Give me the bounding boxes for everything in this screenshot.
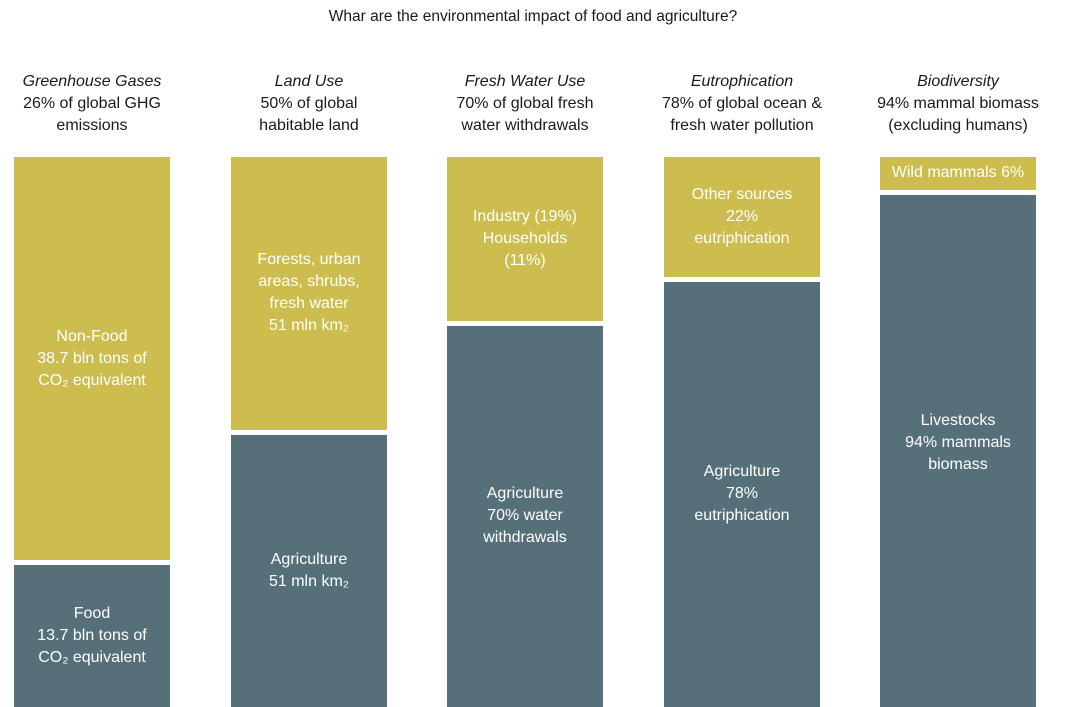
segment-label: Wild mammals 6%: [891, 164, 1025, 182]
category-name: Fresh Water Use: [464, 73, 586, 90]
category-name: Biodiversity: [917, 73, 999, 90]
column-header-land-use: Land Use 50% of global habitable land: [219, 71, 399, 137]
bar-segment-eutrophication-agri: Agriculture 78% eutriphication: [664, 281, 820, 707]
bar-segment-fresh-water-use-agri: Agriculture 70% water withdrawals: [447, 325, 603, 707]
category-description: 26% of global GHG emissions: [23, 95, 161, 134]
bar-segment-eutrophication-other: Other sources 22% eutriphication: [664, 157, 820, 277]
column-header-eutrophication: Eutrophication 78% of global ocean & fres…: [652, 71, 832, 137]
category-name: Greenhouse Gases: [22, 73, 162, 90]
bar-segment-biodiversity-other: Wild mammals 6%: [880, 157, 1036, 190]
bar-segment-fresh-water-use-other: Industry (19%) Households (11%): [447, 157, 603, 321]
segment-label: Agriculture 78% eutriphication: [694, 463, 790, 525]
segment-label: Non-Food 38.7 bln tons of CO₂ equivalent: [37, 327, 147, 389]
chart-title: Whar are the environmental impact of foo…: [328, 8, 738, 25]
category-name: Eutrophication: [690, 73, 794, 90]
segment-label: Industry (19%) Households (11%): [472, 207, 578, 269]
column-header-fresh-water-use: Fresh Water Use 70% of global fresh water…: [435, 71, 615, 137]
category-description: 50% of global habitable land: [259, 95, 359, 134]
category-description: 94% mammal biomass (excluding humans): [877, 95, 1039, 134]
segment-label: Other sources 22% eutriphication: [691, 185, 793, 247]
segment-label: Agriculture 51 mln km₂: [268, 550, 349, 590]
segment-label: Livestocks 94% mammals biomass: [905, 411, 1011, 473]
segment-label: Agriculture 70% water withdrawals: [483, 485, 567, 547]
column-header-biodiversity: Biodiversity 94% mammal biomass (excludin…: [868, 71, 1048, 137]
category-description: 70% of global fresh water withdrawals: [456, 95, 594, 134]
category-name: Land Use: [274, 73, 344, 90]
segment-label: Food 13.7 bln tons of CO₂ equivalent: [37, 605, 147, 667]
column-header-greenhouse-gases: Greenhouse Gases 26% of global GHG emissi…: [2, 71, 182, 137]
bar-segment-biodiversity-agri: Livestocks 94% mammals biomass: [880, 194, 1036, 707]
bar-segment-greenhouse-gases-agri: Food 13.7 bln tons of CO₂ equivalent: [14, 565, 170, 707]
bar-segment-land-use-agri: Agriculture 51 mln km₂: [231, 434, 387, 707]
category-description: 78% of global ocean & fresh water pollut…: [661, 95, 823, 134]
bar-segment-greenhouse-gases-other: Non-Food 38.7 bln tons of CO₂ equivalent: [14, 157, 170, 561]
bar-segment-land-use-other: Forests, urban areas, shrubs, fresh wate…: [231, 157, 387, 430]
segment-label: Forests, urban areas, shrubs, fresh wate…: [257, 251, 361, 335]
